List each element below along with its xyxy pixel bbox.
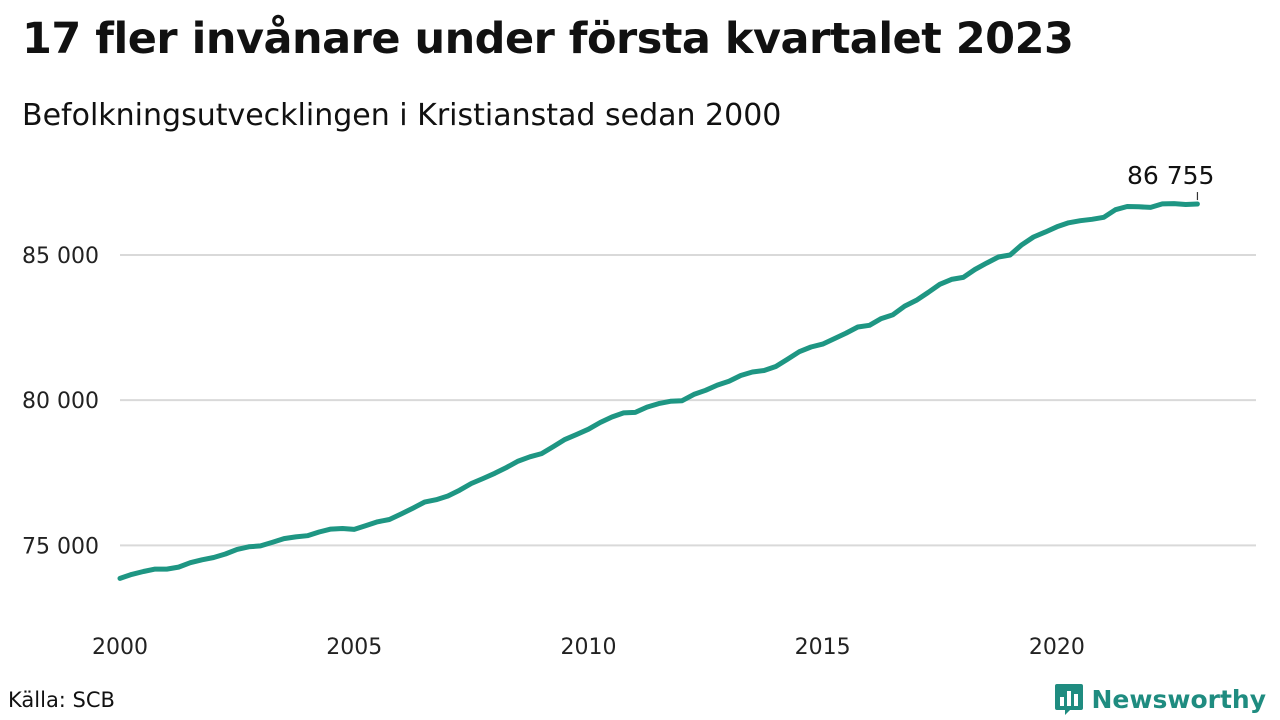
chart-title: 17 fler invånare under första kvartalet … [22,14,1074,64]
x-tick-label: 2010 [560,635,616,660]
x-tick-label: 2015 [795,635,851,660]
x-axis-tick-labels: 2000 2005 2010 2015 2020 [92,635,1085,660]
y-axis-tick-labels: 75 000 80 000 85 000 [22,244,99,559]
source-note: Källa: SCB [8,688,115,712]
y-tick-label: 85 000 [22,244,99,269]
y-tick-label: 80 000 [22,389,99,414]
y-tick-label: 75 000 [22,534,99,559]
series-layer [117,201,1200,581]
bar-chart-speech-bubble-icon [1054,684,1083,715]
chart-subtitle: Befolkningsutvecklingen i Kristianstad s… [22,98,782,133]
x-tick-label: 2000 [92,635,148,660]
annotation-layer: 86 755 [1127,161,1214,201]
x-tick-label: 2020 [1029,635,1085,660]
end-value-label: 86 755 [1127,161,1214,190]
brand-name: Newsworthy [1091,684,1267,714]
brand-logo[interactable]: Newsworthy [1054,682,1267,716]
population-line [117,201,1200,581]
x-tick-label: 2005 [326,635,382,660]
